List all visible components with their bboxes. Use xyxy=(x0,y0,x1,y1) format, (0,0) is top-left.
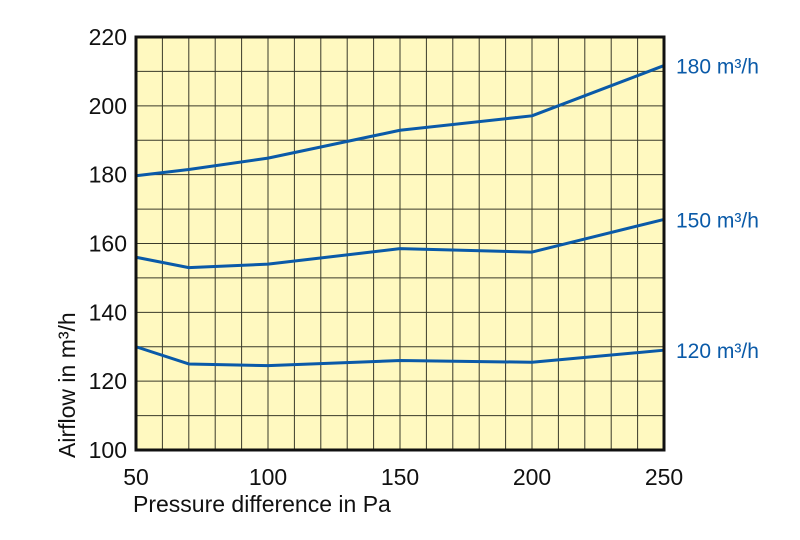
series-labels: 180 m³/h 150 m³/h 120 m³/h xyxy=(676,56,759,364)
series-lines xyxy=(135,64,665,368)
y-tick-label: 200 xyxy=(89,93,127,119)
series-label: 120 m³/h xyxy=(676,340,759,363)
x-tick-label: 50 xyxy=(123,464,149,490)
series-line xyxy=(135,64,665,178)
x-tick-label: 200 xyxy=(513,464,551,490)
plot-frame xyxy=(134,35,666,452)
y-tick-label: 220 xyxy=(89,24,127,50)
y-tick-label: 180 xyxy=(89,162,127,188)
y-tick-label: 160 xyxy=(89,231,127,257)
x-axis-label: Pressure difference in Pa xyxy=(133,491,391,517)
y-tick-label: 120 xyxy=(89,368,127,394)
series-line xyxy=(135,217,665,270)
series-label: 180 m³/h xyxy=(676,56,759,79)
y-tick-label: 100 xyxy=(89,437,127,463)
grid xyxy=(136,37,664,450)
y-axis-label: Airflow in m³/h xyxy=(54,312,80,458)
series-line xyxy=(135,345,665,368)
series-label: 150 m³/h xyxy=(676,209,759,232)
x-tick-label: 250 xyxy=(645,464,683,490)
x-tick-label: 100 xyxy=(249,464,287,490)
x-tick-label: 150 xyxy=(381,464,419,490)
y-tick-label: 140 xyxy=(89,299,127,325)
